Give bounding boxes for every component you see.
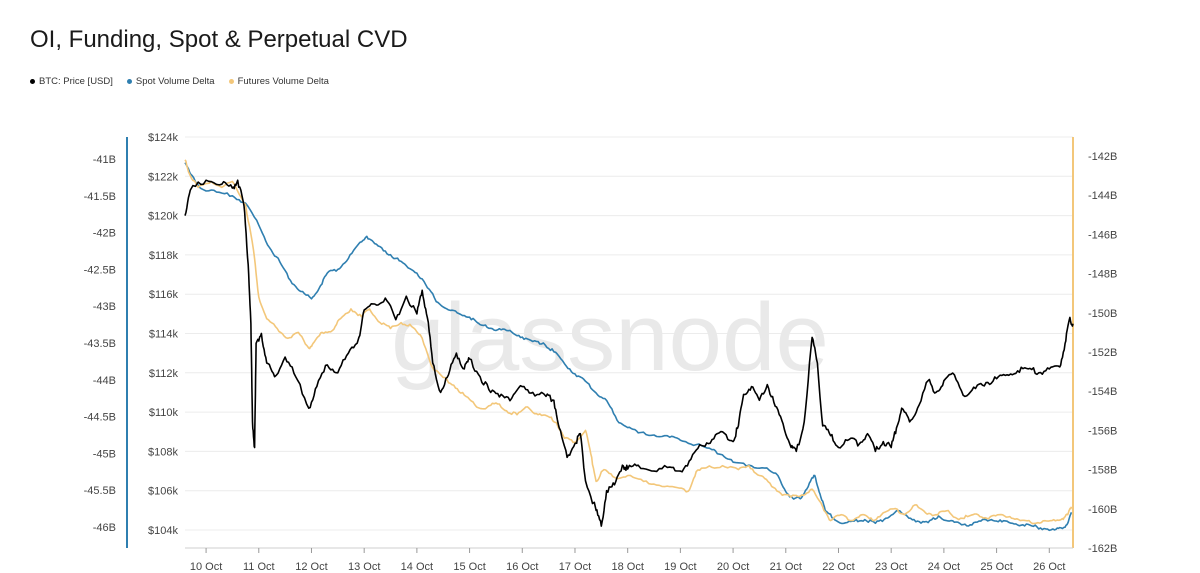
- price-tick-label: $112k: [149, 368, 179, 380]
- price-tick-label: $110k: [149, 407, 179, 419]
- price-tick-label: $108k: [148, 446, 178, 458]
- grid: [185, 136, 1073, 531]
- futures-tick-label: -142B: [1088, 151, 1117, 163]
- x-tick-label: 16 Oct: [506, 561, 538, 573]
- legend-dot-spot: [126, 79, 132, 84]
- futures-tick-label: -152B: [1088, 347, 1117, 359]
- x-tick-label: 14 Oct: [401, 561, 433, 573]
- legend-dot-futures: [228, 79, 234, 84]
- x-tick-label: 26 Oct: [1033, 561, 1065, 573]
- watermark: glassnode: [391, 284, 829, 391]
- futures-tick-label: -150B: [1088, 308, 1117, 320]
- price-tick-label: $114k: [149, 329, 179, 341]
- price-tick-label: $104k: [148, 525, 178, 537]
- futures-tick-label: -158B: [1088, 465, 1117, 477]
- futures-tick-label: -154B: [1088, 386, 1117, 398]
- futures-tick-label: -162B: [1088, 543, 1117, 555]
- price-tick-label: $124k: [148, 132, 178, 144]
- x-tick-label: 15 Oct: [453, 561, 485, 573]
- spot-tick-label: -43B: [93, 301, 116, 313]
- series-lines: [184, 159, 1074, 532]
- price-tick-label: $106k: [148, 486, 178, 498]
- spot-tick-label: -46B: [93, 522, 116, 534]
- x-tick-label: 21 Oct: [770, 561, 802, 573]
- x-tick-label: 20 Oct: [717, 561, 749, 573]
- x-tick-label: 25 Oct: [980, 561, 1012, 573]
- legend-item-spot[interactable]: Spot Volume Delta: [126, 76, 215, 87]
- spot-tick-label: -42.5B: [84, 264, 116, 276]
- spot-tick-label: -45B: [93, 448, 116, 460]
- x-tick-label: 17 Oct: [559, 561, 591, 573]
- spot-tick-label: -43.5B: [84, 338, 116, 350]
- spot-tick-label: -42B: [93, 228, 116, 240]
- ticks: $104k $106k $108k $110k $112k $114k $116k $118k…: [84, 132, 1118, 573]
- spot-tick-label: -45.5B: [84, 485, 116, 497]
- x-tick-label: 12 Oct: [295, 561, 327, 573]
- legend-label-spot: Spot Volume Delta: [135, 76, 215, 87]
- x-tick-label: 10 Oct: [190, 561, 222, 573]
- chart-title: OI, Funding, Spot & Perpetual CVD: [30, 26, 408, 53]
- x-tick-label: 22 Oct: [822, 561, 854, 573]
- price-tick-label: $118k: [149, 250, 179, 262]
- spot-tick-label: -44B: [93, 375, 116, 387]
- price-tick-label: $122k: [148, 171, 178, 183]
- legend-label-price: BTC: Price [USD]: [39, 76, 113, 87]
- spot-tick-label: -44.5B: [84, 412, 116, 424]
- price-tick-label: $116k: [149, 289, 179, 301]
- legend-item-futures[interactable]: Futures Volume Delta: [228, 76, 329, 87]
- futures-tick-label: -144B: [1088, 190, 1117, 202]
- price-tick-label: $120k: [148, 211, 178, 223]
- series-line-spot[interactable]: [184, 162, 1073, 532]
- series-line-price[interactable]: [184, 179, 1074, 527]
- legend-label-futures: Futures Volume Delta: [237, 76, 329, 87]
- legend-dot-price: [30, 79, 35, 84]
- futures-tick-label: -148B: [1088, 269, 1117, 281]
- x-tick-label: 24 Oct: [928, 561, 960, 573]
- legend: BTC: Price [USD] Spot Volume Delta Futur…: [30, 76, 329, 87]
- legend-item-price[interactable]: BTC: Price [USD]: [30, 76, 113, 87]
- x-tick-label: 13 Oct: [348, 561, 380, 573]
- futures-tick-label: -156B: [1088, 425, 1117, 437]
- x-tick-label: 11 Oct: [243, 561, 275, 573]
- x-tick-label: 23 Oct: [875, 561, 907, 573]
- x-tick-label: 19 Oct: [664, 561, 696, 573]
- spot-tick-label: -41B: [93, 154, 116, 166]
- spot-tick-label: -41.5B: [84, 191, 116, 203]
- series-line-futures[interactable]: [184, 159, 1073, 525]
- x-tick-label: 18 Oct: [611, 561, 643, 573]
- futures-tick-label: -146B: [1088, 229, 1117, 241]
- futures-tick-label: -160B: [1088, 504, 1117, 516]
